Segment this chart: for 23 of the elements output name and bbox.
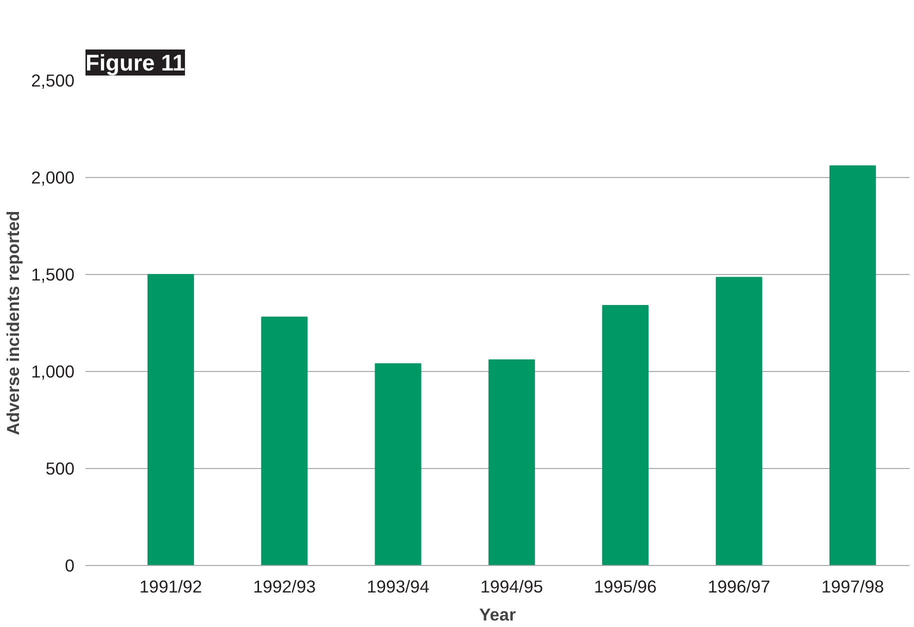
bar bbox=[261, 316, 308, 566]
y-tick-label: 2,000 bbox=[31, 168, 75, 188]
bar bbox=[374, 363, 422, 566]
y-tick-label: 0 bbox=[64, 556, 75, 576]
y-tick-label: 500 bbox=[46, 458, 75, 478]
x-tick-label: 1994/95 bbox=[480, 576, 544, 596]
y-tick-label: 1,000 bbox=[31, 362, 75, 382]
bar bbox=[829, 165, 876, 566]
y-axis-title: Adverse incidents reported bbox=[3, 210, 24, 436]
y-tick-label: 1,500 bbox=[31, 264, 75, 284]
chart-title: Figure 11 bbox=[86, 50, 185, 76]
x-tick-label: 1996/97 bbox=[708, 576, 770, 596]
x-axis-title: Year bbox=[479, 604, 516, 624]
bar bbox=[148, 274, 194, 566]
bar bbox=[602, 305, 649, 566]
x-tick-label: 1995/96 bbox=[594, 576, 657, 596]
bar bbox=[488, 359, 535, 566]
x-tick-label: 1997/98 bbox=[821, 576, 884, 596]
x-tick-label: 1992/93 bbox=[253, 576, 316, 596]
bar bbox=[716, 276, 762, 566]
y-tick-label: 2,500 bbox=[31, 70, 75, 90]
x-tick-label: 1991/92 bbox=[139, 576, 202, 596]
x-tick-label: 1993/94 bbox=[366, 576, 430, 596]
